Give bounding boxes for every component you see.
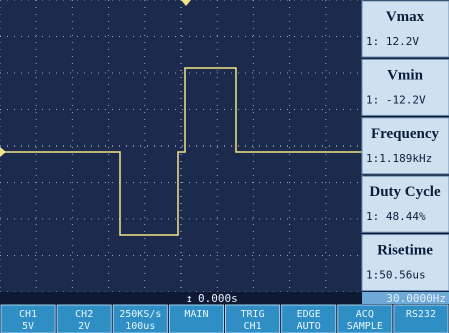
- time-marker: ↥: [186, 292, 193, 305]
- button-top: TRIG: [241, 309, 265, 320]
- measure-reading: 1: -12.2V: [366, 93, 426, 106]
- measure-title: Frequency: [371, 126, 440, 142]
- measure-reading: 1:1.189kHz: [366, 152, 432, 165]
- oscilloscope-screen: Vmax 1: 12.2V Vmin 1: -12.2V Frequency 1:1.18…: [0, 0, 449, 333]
- button-bottom: AUTO: [297, 321, 321, 332]
- button-top: MAIN: [184, 309, 208, 320]
- button-top: CH2: [75, 309, 93, 320]
- trigger-frequency: 30.0000Hz: [386, 292, 446, 305]
- page: Vmax 1: 12.2V Vmin 1: -12.2V Frequency 1:1.18…: [0, 0, 449, 333]
- button-top: RS232: [406, 309, 436, 320]
- measure-reading: 1:50.56us: [366, 269, 426, 282]
- measure-title: Risetime: [377, 243, 433, 259]
- graticule-bg: [0, 0, 362, 292]
- measure-title: Duty Cycle: [369, 184, 441, 200]
- measure-title: Vmin: [387, 67, 423, 83]
- button-bottom: 5V: [22, 321, 34, 332]
- button-top: 250KS/s: [119, 309, 161, 320]
- button-bottom: 100us: [125, 321, 155, 332]
- button-bottom: SAMPLE: [347, 321, 383, 332]
- button-bottom: CH1: [244, 321, 262, 332]
- measure-panel: Vmax 1: 12.2V Vmin 1: -12.2V Frequency 1:1.18…: [362, 1, 449, 291]
- button-bottom: 2V: [78, 321, 90, 332]
- button-top: EDGE: [297, 309, 321, 320]
- measure-reading: 1: 48.44%: [366, 210, 426, 223]
- time-offset: 0.000s: [198, 292, 238, 305]
- button-top: ACQ: [356, 309, 374, 320]
- button-top: CH1: [19, 309, 37, 320]
- measure-title: Vmax: [386, 9, 425, 25]
- measure-reading: 1: 12.2V: [366, 35, 419, 48]
